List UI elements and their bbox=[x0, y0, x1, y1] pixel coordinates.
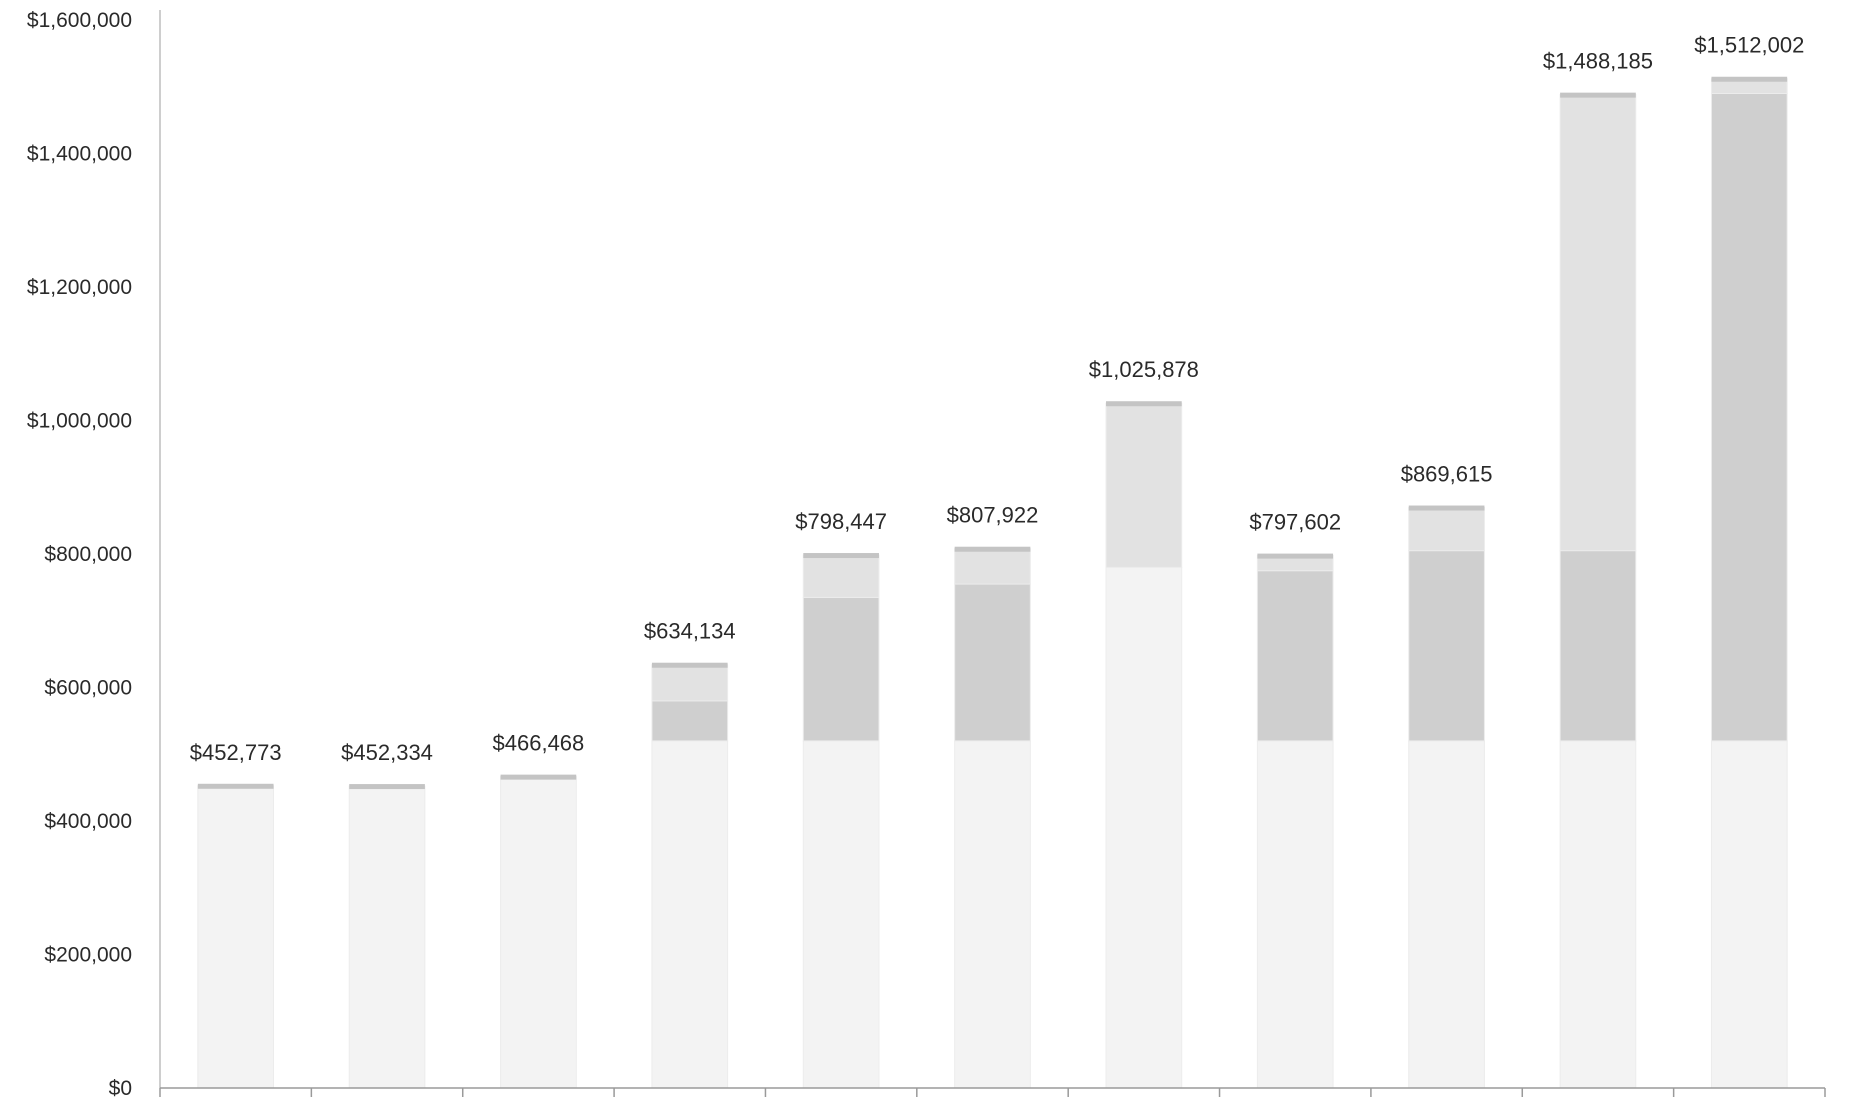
bar-value-label: $798,447 bbox=[795, 509, 887, 534]
bar-segment bbox=[802, 740, 880, 1089]
y-tick-label: $1,000,000 bbox=[27, 410, 132, 433]
bar-top-cap bbox=[349, 784, 425, 790]
bar-segment bbox=[954, 548, 1031, 585]
bar-segment bbox=[1559, 550, 1637, 742]
bar-segment bbox=[1256, 570, 1334, 742]
bar-segment bbox=[1559, 740, 1637, 1089]
bar-value-label: $807,922 bbox=[947, 503, 1039, 528]
bar-segment bbox=[197, 785, 275, 1089]
bar-segment bbox=[651, 740, 729, 1089]
bar-segment bbox=[1710, 740, 1788, 1089]
bar-segment bbox=[500, 776, 577, 1089]
bar-segment bbox=[1256, 740, 1334, 1089]
bar-segment bbox=[954, 740, 1031, 1089]
y-axis: $0 $200,000 $400,000 $600,000 $800,000 $1,000… bbox=[27, 9, 161, 1100]
bar-segment bbox=[651, 664, 729, 702]
bar-segment bbox=[802, 554, 880, 598]
bar-segment bbox=[1408, 507, 1485, 552]
bar-value-label: $466,468 bbox=[493, 731, 585, 756]
bar-segment bbox=[1105, 402, 1183, 568]
data-labels: $452,773 $452,334 $466,468 $634,134 $798,447… bbox=[190, 33, 1805, 765]
bar-segment bbox=[651, 700, 729, 742]
bar-value-label: $797,602 bbox=[1249, 510, 1341, 535]
bars bbox=[197, 76, 1788, 1089]
bar-value-label: $1,512,002 bbox=[1694, 33, 1804, 58]
bar-top-cap bbox=[954, 546, 1031, 552]
bar-value-label: $452,773 bbox=[190, 740, 282, 765]
bar-top-cap bbox=[803, 553, 879, 559]
bar-top-cap bbox=[651, 662, 728, 668]
bar-segment bbox=[1105, 566, 1183, 1089]
bar-value-label: $634,134 bbox=[644, 619, 736, 644]
y-tick-label: $0 bbox=[109, 1077, 132, 1100]
bar-segment bbox=[802, 596, 880, 742]
y-tick-label: $600,000 bbox=[44, 677, 132, 700]
bar-top-cap bbox=[500, 774, 577, 780]
bar-top-cap bbox=[1711, 76, 1788, 82]
bar-value-label: $452,334 bbox=[341, 740, 433, 765]
bar-top-cap bbox=[1560, 92, 1636, 98]
bar-value-label: $1,025,878 bbox=[1089, 357, 1199, 382]
y-tick-label: $800,000 bbox=[44, 543, 132, 566]
y-tick-label: $1,200,000 bbox=[27, 276, 132, 299]
bar-segment bbox=[1408, 550, 1485, 742]
y-tick-label: $200,000 bbox=[44, 944, 132, 967]
bar-value-label: $1,488,185 bbox=[1543, 49, 1653, 74]
bar-top-cap bbox=[1257, 553, 1334, 559]
bar-top-cap bbox=[197, 783, 274, 789]
bar-value-label: $869,615 bbox=[1401, 462, 1493, 487]
y-tick-label: $1,400,000 bbox=[27, 143, 132, 166]
bar-segment bbox=[954, 583, 1031, 742]
bar-top-cap bbox=[1106, 401, 1182, 407]
bar-top-cap bbox=[1408, 505, 1485, 511]
bar-segment bbox=[1710, 92, 1788, 742]
x-axis bbox=[159, 1087, 1826, 1097]
bar-segment bbox=[1408, 740, 1485, 1089]
y-tick-label: $1,600,000 bbox=[27, 9, 132, 32]
y-tick-label: $400,000 bbox=[44, 810, 132, 833]
bar-segment bbox=[348, 785, 426, 1089]
bar-segment bbox=[1559, 94, 1637, 552]
